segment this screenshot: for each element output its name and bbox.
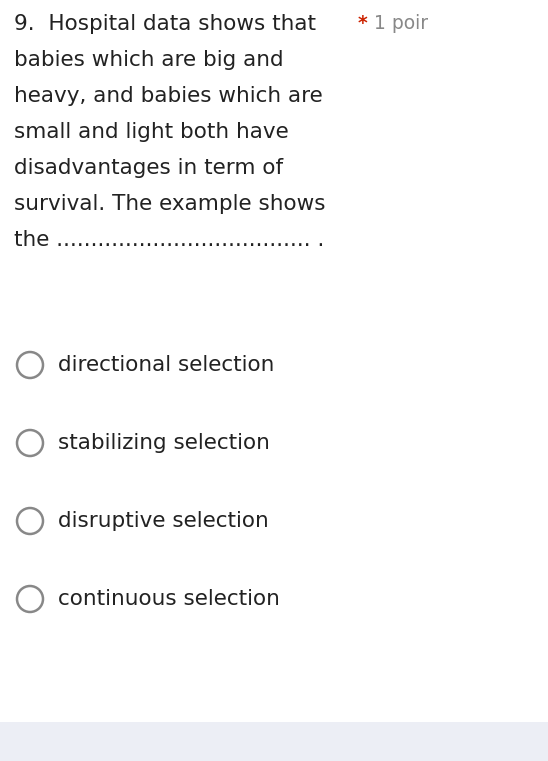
Text: the ..................................... .: the ....................................… bbox=[14, 230, 324, 250]
Bar bbox=[0, 722, 548, 761]
Text: heavy, and babies which are: heavy, and babies which are bbox=[14, 86, 323, 106]
Text: directional selection: directional selection bbox=[58, 355, 275, 375]
Text: disruptive selection: disruptive selection bbox=[58, 511, 269, 531]
Text: stabilizing selection: stabilizing selection bbox=[58, 433, 270, 453]
Text: small and light both have: small and light both have bbox=[14, 122, 289, 142]
Text: *: * bbox=[358, 14, 368, 33]
Text: 9.  Hospital data shows that: 9. Hospital data shows that bbox=[14, 14, 316, 34]
Text: babies which are big and: babies which are big and bbox=[14, 50, 284, 70]
Text: 1 poir: 1 poir bbox=[374, 14, 428, 33]
Text: survival. The example shows: survival. The example shows bbox=[14, 194, 326, 214]
Text: continuous selection: continuous selection bbox=[58, 589, 280, 609]
Text: disadvantages in term of: disadvantages in term of bbox=[14, 158, 283, 178]
